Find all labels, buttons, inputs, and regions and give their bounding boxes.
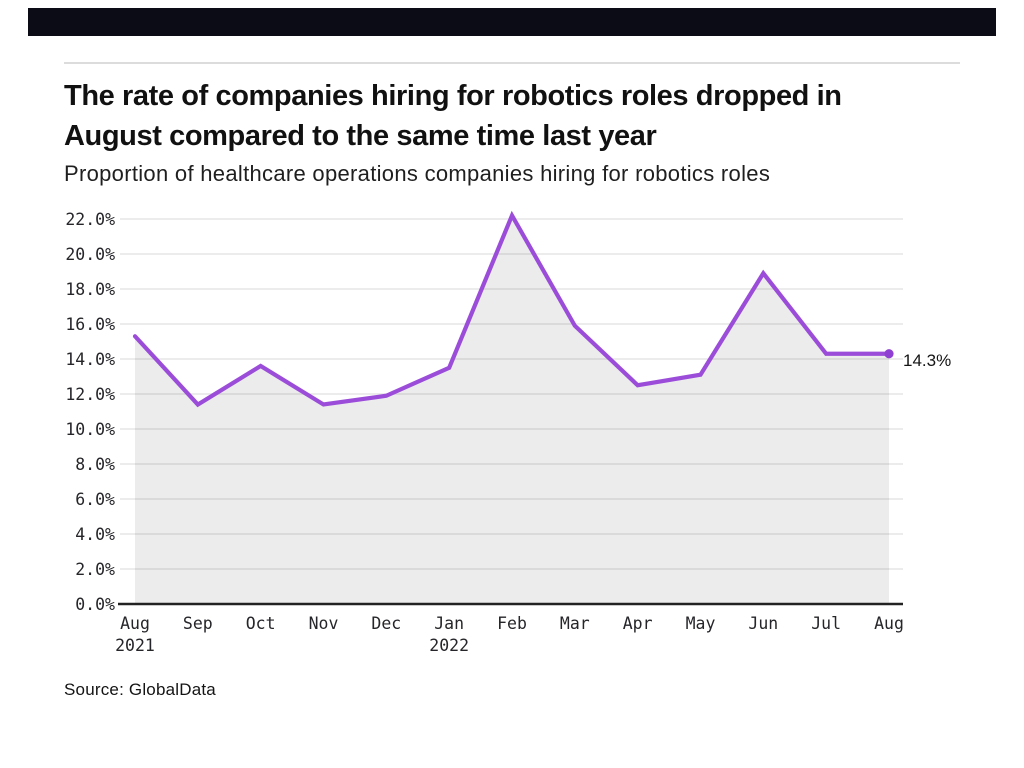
- x-axis-label: Nov: [309, 614, 339, 633]
- source-attribution: Source: GlobalData: [64, 680, 216, 699]
- y-axis-label: 2.0%: [75, 560, 115, 579]
- x-axis-label: Jun: [748, 614, 778, 633]
- x-axis-label: Jan: [434, 614, 464, 633]
- header-divider: [64, 62, 960, 64]
- y-axis-label: 12.0%: [65, 385, 115, 404]
- y-axis-label: 0.0%: [75, 595, 115, 614]
- x-axis-label: May: [686, 614, 716, 633]
- y-axis-label: 8.0%: [75, 455, 115, 474]
- x-axis-label: Aug: [874, 614, 904, 633]
- chart-headline-line2: August compared to the same time last ye…: [64, 120, 657, 152]
- x-axis-label: Dec: [371, 614, 401, 633]
- y-axis-label: 18.0%: [65, 280, 115, 299]
- area-fill: [135, 215, 889, 604]
- y-axis-label: 14.0%: [65, 350, 115, 369]
- trend-line: [132, 210, 892, 408]
- x-axis-label: Oct: [246, 614, 276, 633]
- y-axis-label: 6.0%: [75, 490, 115, 509]
- x-axis-label: Sep: [183, 614, 213, 633]
- chart-headline-line1: The rate of companies hiring for robotic…: [64, 80, 842, 112]
- x-axis-label: Feb: [497, 614, 527, 633]
- y-axis-label: 16.0%: [65, 315, 115, 334]
- end-value-label: 14.3%: [903, 351, 951, 370]
- end-point-marker: [884, 349, 894, 359]
- y-axis-label: 4.0%: [75, 525, 115, 544]
- x-axis-year-label: 2021: [115, 636, 155, 655]
- x-axis-label: Apr: [623, 614, 653, 633]
- top-brand-bar: [28, 8, 996, 36]
- y-axis-label: 20.0%: [65, 245, 115, 264]
- y-axis-label: 22.0%: [65, 210, 115, 229]
- x-axis-label: Mar: [560, 614, 590, 633]
- x-axis-label: Jul: [811, 614, 841, 633]
- chart-subtitle: Proportion of healthcare operations comp…: [64, 161, 771, 186]
- x-axis-label: Aug: [120, 614, 150, 633]
- chart-headline: The rate of companies hiring for robotic…: [64, 76, 984, 156]
- x-axis-year-label: 2022: [429, 636, 469, 655]
- y-axis-label: 10.0%: [65, 420, 115, 439]
